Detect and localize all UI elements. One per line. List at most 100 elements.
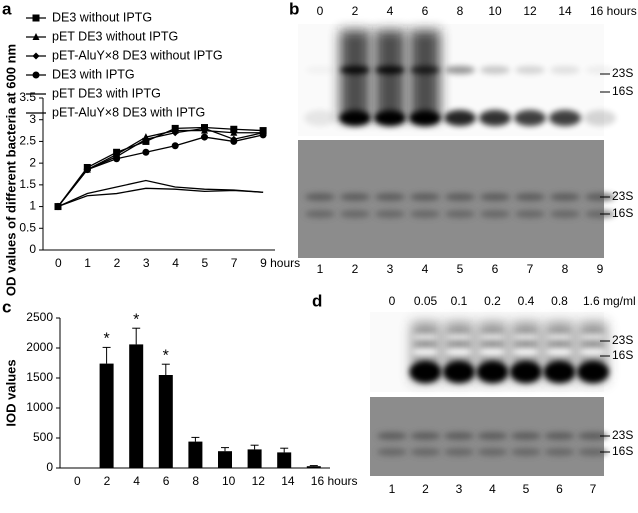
- legend-label: DE3 with IPTG: [52, 67, 135, 81]
- lane-number: 3: [387, 262, 394, 276]
- x-tick-label: 1: [84, 256, 91, 270]
- marker: [113, 155, 121, 163]
- legend-label: pET DE3 with IPTG: [52, 86, 161, 100]
- band: [578, 448, 608, 456]
- band: [550, 210, 580, 218]
- band: [445, 348, 473, 356]
- bar: [99, 363, 114, 468]
- x-tick-label: 2: [104, 474, 111, 488]
- x-tick-label: 16 hours: [311, 474, 358, 488]
- size-marker: 16S: [612, 84, 633, 98]
- lane-number: 7: [527, 262, 534, 276]
- x-tick-label: 3: [143, 256, 150, 270]
- bar: [247, 449, 262, 468]
- y-tick-label: 0: [46, 460, 53, 474]
- band: [411, 348, 440, 356]
- band: [375, 210, 405, 218]
- lane-number: 4: [422, 262, 429, 276]
- band: [578, 432, 608, 440]
- lane-number: 1: [389, 482, 396, 496]
- lane-number: 9: [597, 262, 604, 276]
- band: [549, 110, 581, 126]
- marker: [32, 14, 40, 22]
- bar: [158, 375, 173, 468]
- lane-label: 1.6 mg/ml: [583, 294, 636, 308]
- legend-label: pET-AluY×8 DE3 with IPTG: [52, 105, 205, 119]
- marker: [171, 142, 179, 150]
- band: [377, 448, 407, 456]
- x-tick-label: 8: [192, 474, 199, 488]
- annotation: *: [163, 347, 169, 364]
- lane-label: 8: [457, 4, 464, 18]
- size-marker: 23S: [612, 189, 633, 203]
- marker: [32, 33, 40, 40]
- band: [480, 210, 510, 218]
- band: [550, 193, 580, 201]
- lane-label: 16 hours: [590, 4, 637, 18]
- y-tick-label: 1.5: [19, 177, 36, 191]
- annotation: *: [103, 331, 109, 348]
- lane-label: 0.2: [484, 294, 501, 308]
- marker: [230, 137, 238, 145]
- annotation: *: [133, 311, 139, 328]
- band: [410, 210, 440, 218]
- lane-label: 4: [387, 4, 394, 18]
- y-tick-label: 1000: [26, 400, 53, 414]
- band: [410, 193, 440, 201]
- bar: [129, 344, 144, 468]
- band: [476, 361, 509, 383]
- panel-label: d: [312, 291, 322, 310]
- marker: [259, 131, 267, 139]
- x-tick-label: 4: [133, 474, 140, 488]
- band: [480, 193, 510, 201]
- band: [305, 66, 335, 74]
- band: [445, 334, 473, 340]
- size-marker: 16S: [612, 444, 633, 458]
- lane-label: 6: [422, 4, 429, 18]
- x-tick-label: 5: [202, 256, 209, 270]
- y-tick-label: 0: [29, 242, 36, 256]
- x-tick-label: 9 hours: [260, 256, 300, 270]
- marker: [171, 129, 179, 137]
- lane-label: 2: [352, 4, 359, 18]
- band: [512, 334, 540, 340]
- lane-number: 4: [489, 482, 496, 496]
- band: [512, 348, 540, 356]
- band: [479, 110, 511, 126]
- series-line: [57, 126, 264, 207]
- band: [579, 348, 607, 356]
- x-tick-label: 12: [252, 474, 266, 488]
- lane-label: 0.1: [451, 294, 468, 308]
- band: [409, 110, 441, 126]
- y-tick-label: 2: [29, 155, 36, 169]
- y-tick-label: 1: [29, 199, 36, 213]
- band: [377, 432, 407, 440]
- lane-label: 0.05: [414, 294, 438, 308]
- band: [443, 361, 475, 383]
- bar: [188, 441, 203, 468]
- lane-number: 2: [422, 482, 429, 496]
- lane-label: 0: [317, 4, 324, 18]
- band: [543, 361, 576, 383]
- band: [410, 432, 441, 440]
- band: [478, 334, 507, 340]
- x-tick-label: 6: [163, 474, 170, 488]
- band: [444, 448, 474, 456]
- band: [515, 66, 545, 74]
- band: [374, 110, 406, 126]
- band: [339, 110, 371, 126]
- band: [445, 193, 475, 201]
- band: [544, 448, 575, 456]
- marker: [201, 133, 208, 141]
- x-tick-label: 7: [231, 256, 238, 270]
- lane-number: 7: [590, 482, 597, 496]
- band: [444, 110, 476, 126]
- band: [304, 110, 336, 126]
- marker: [142, 148, 150, 156]
- size-marker: 23S: [612, 428, 633, 442]
- x-tick-label: 0: [74, 474, 81, 488]
- bar: [306, 466, 321, 468]
- series-line: [57, 187, 264, 208]
- bar: [277, 452, 292, 468]
